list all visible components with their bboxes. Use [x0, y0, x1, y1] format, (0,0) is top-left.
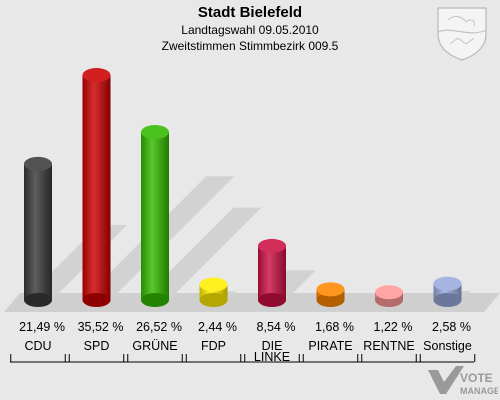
- category-label: Sonstige: [423, 339, 472, 353]
- bar-top: [141, 125, 169, 140]
- value-label: 2,58 %: [432, 320, 471, 334]
- chart-floor: [4, 293, 500, 312]
- category-label: RENTNE: [363, 339, 414, 353]
- bar-sonstige: [433, 276, 462, 307]
- bar-body: [24, 163, 52, 300]
- bar-base: [141, 293, 169, 307]
- bar-top: [433, 276, 462, 291]
- category-label: GRÜNE: [132, 339, 177, 353]
- bar-cdu: [24, 156, 52, 307]
- value-label: 35,52 %: [78, 320, 124, 334]
- bar-shadow: [141, 207, 262, 300]
- bar-body: [141, 132, 169, 300]
- bar-top: [199, 277, 228, 292]
- value-label: 21,49 %: [19, 320, 65, 334]
- bar-base: [82, 293, 111, 307]
- bar-pirate: [316, 282, 345, 307]
- category-label: PIRATE: [308, 339, 352, 353]
- value-label: 8,54 %: [257, 320, 296, 334]
- bar-die-linke: [258, 238, 286, 307]
- category-label: CDU: [24, 339, 51, 353]
- bar-fdp: [199, 277, 228, 307]
- chart-title: Stadt Bielefeld: [197, 4, 303, 21]
- bar-spd: [82, 68, 111, 307]
- category-label: SPD: [84, 339, 110, 353]
- value-label: 26,52 %: [136, 320, 182, 334]
- bar-body: [82, 75, 111, 300]
- chart-subtitle-district: Zweitstimmen Stimmbezirk 009.5: [161, 39, 339, 53]
- bar-top: [82, 68, 111, 83]
- svg-text:VOTE: VOTE: [460, 371, 493, 385]
- bar-base: [199, 293, 228, 307]
- value-label: 1,68 %: [315, 320, 354, 334]
- bar-top: [258, 238, 286, 253]
- chart-subtitle-election: Landtagswahl 09.05.2010: [181, 23, 319, 37]
- bar-base: [316, 293, 345, 307]
- bar-base: [24, 293, 52, 307]
- bar-base: [258, 293, 286, 307]
- vote-manager-logo: VOTE MANAGER: [428, 366, 498, 396]
- value-label: 2,44 %: [198, 320, 237, 334]
- value-label: 1,22 %: [374, 320, 413, 334]
- bar-rentne: [375, 285, 403, 307]
- bar-body: [258, 245, 286, 300]
- bar-top: [375, 285, 403, 300]
- bar-base: [433, 293, 462, 307]
- bar-top: [24, 156, 52, 171]
- svg-text:MANAGER: MANAGER: [460, 386, 498, 396]
- bar-top: [316, 282, 345, 297]
- category-label: DIE LINKE: [254, 339, 290, 364]
- coat-of-arms-icon: [437, 7, 487, 61]
- category-label: FDP: [201, 339, 226, 353]
- bar-grüne: [141, 125, 169, 307]
